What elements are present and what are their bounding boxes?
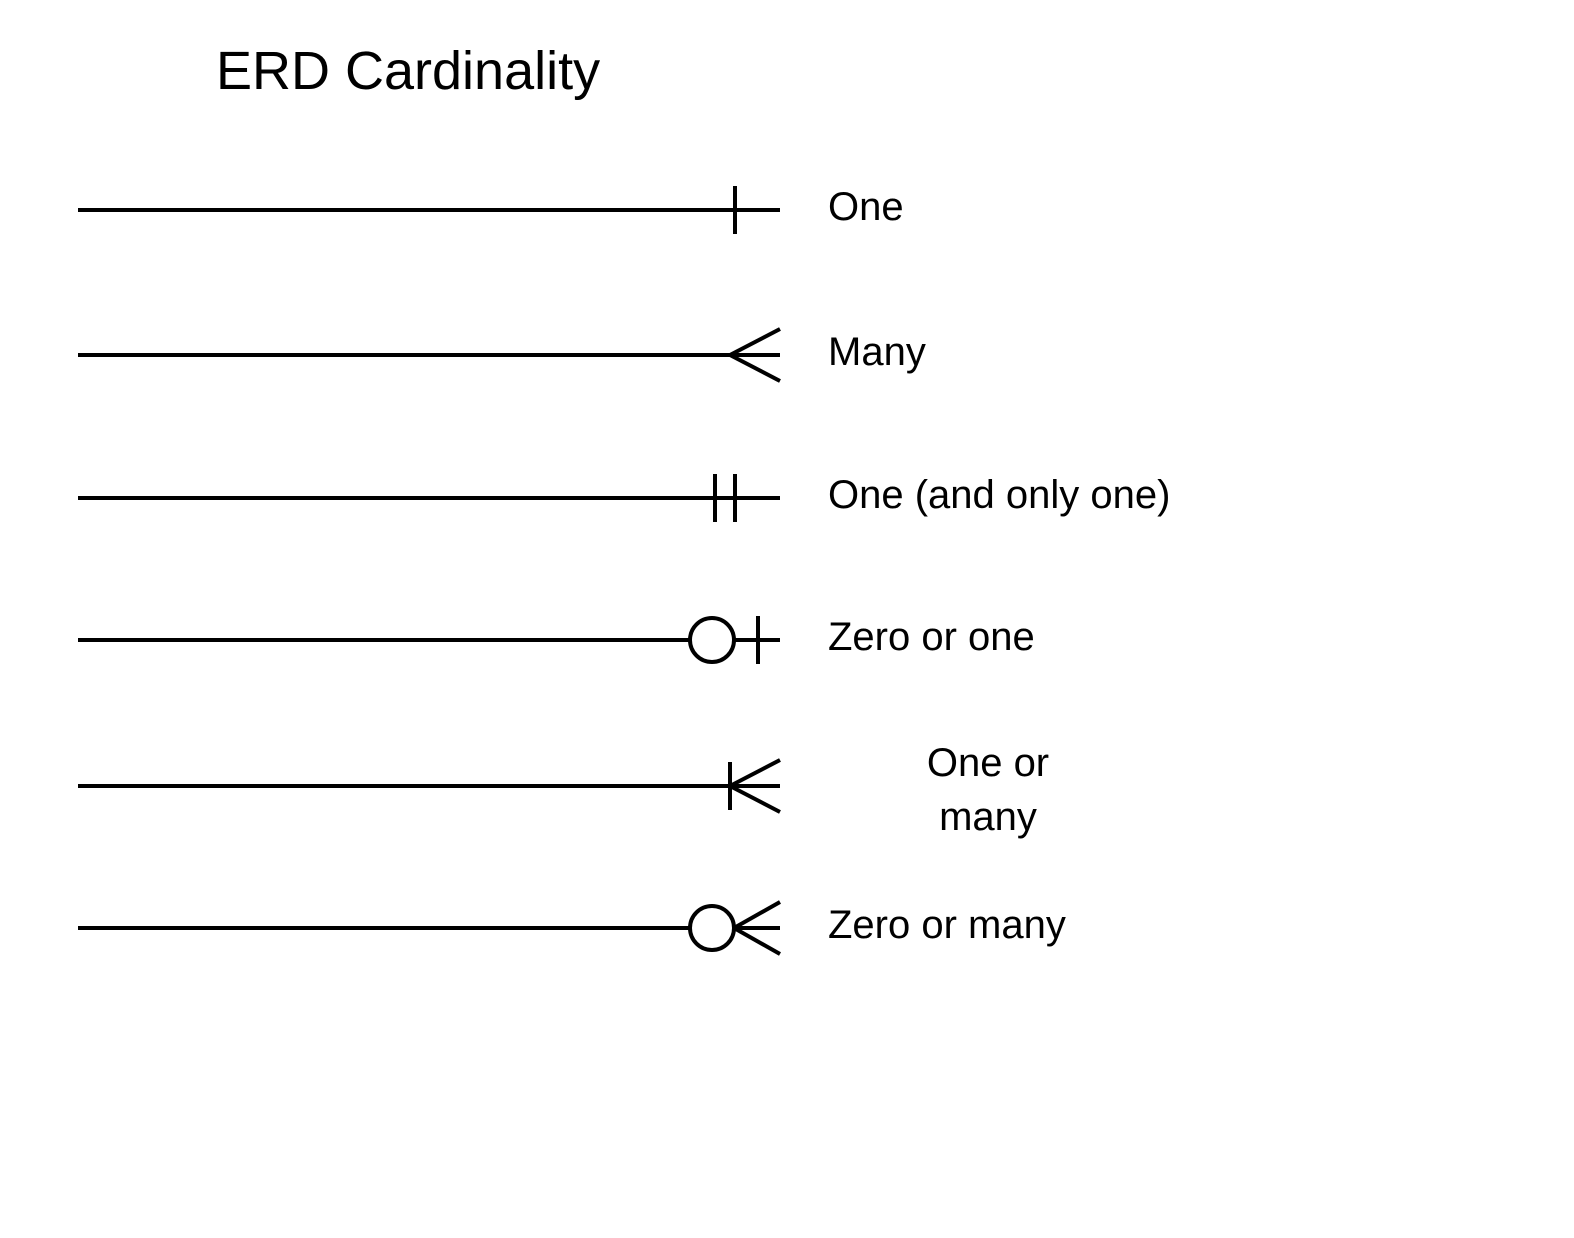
notation-label: Zero or one bbox=[828, 615, 1035, 660]
notation-label: One ormany bbox=[858, 736, 1118, 844]
diagram-title: ERD Cardinality bbox=[216, 40, 600, 102]
notation-symbol-one bbox=[0, 170, 790, 250]
notation-symbol-many bbox=[0, 315, 790, 395]
notation-label: Zero or many bbox=[828, 903, 1066, 948]
notation-symbol-zero-or-one bbox=[0, 600, 790, 680]
notation-symbol-one-only bbox=[0, 458, 790, 538]
notation-label: One (and only one) bbox=[828, 473, 1170, 518]
notation-symbol-one-or-many bbox=[0, 746, 790, 826]
notation-label: Many bbox=[828, 330, 926, 375]
notation-symbol-zero-or-many bbox=[0, 888, 790, 968]
notation-label: One bbox=[828, 185, 904, 230]
